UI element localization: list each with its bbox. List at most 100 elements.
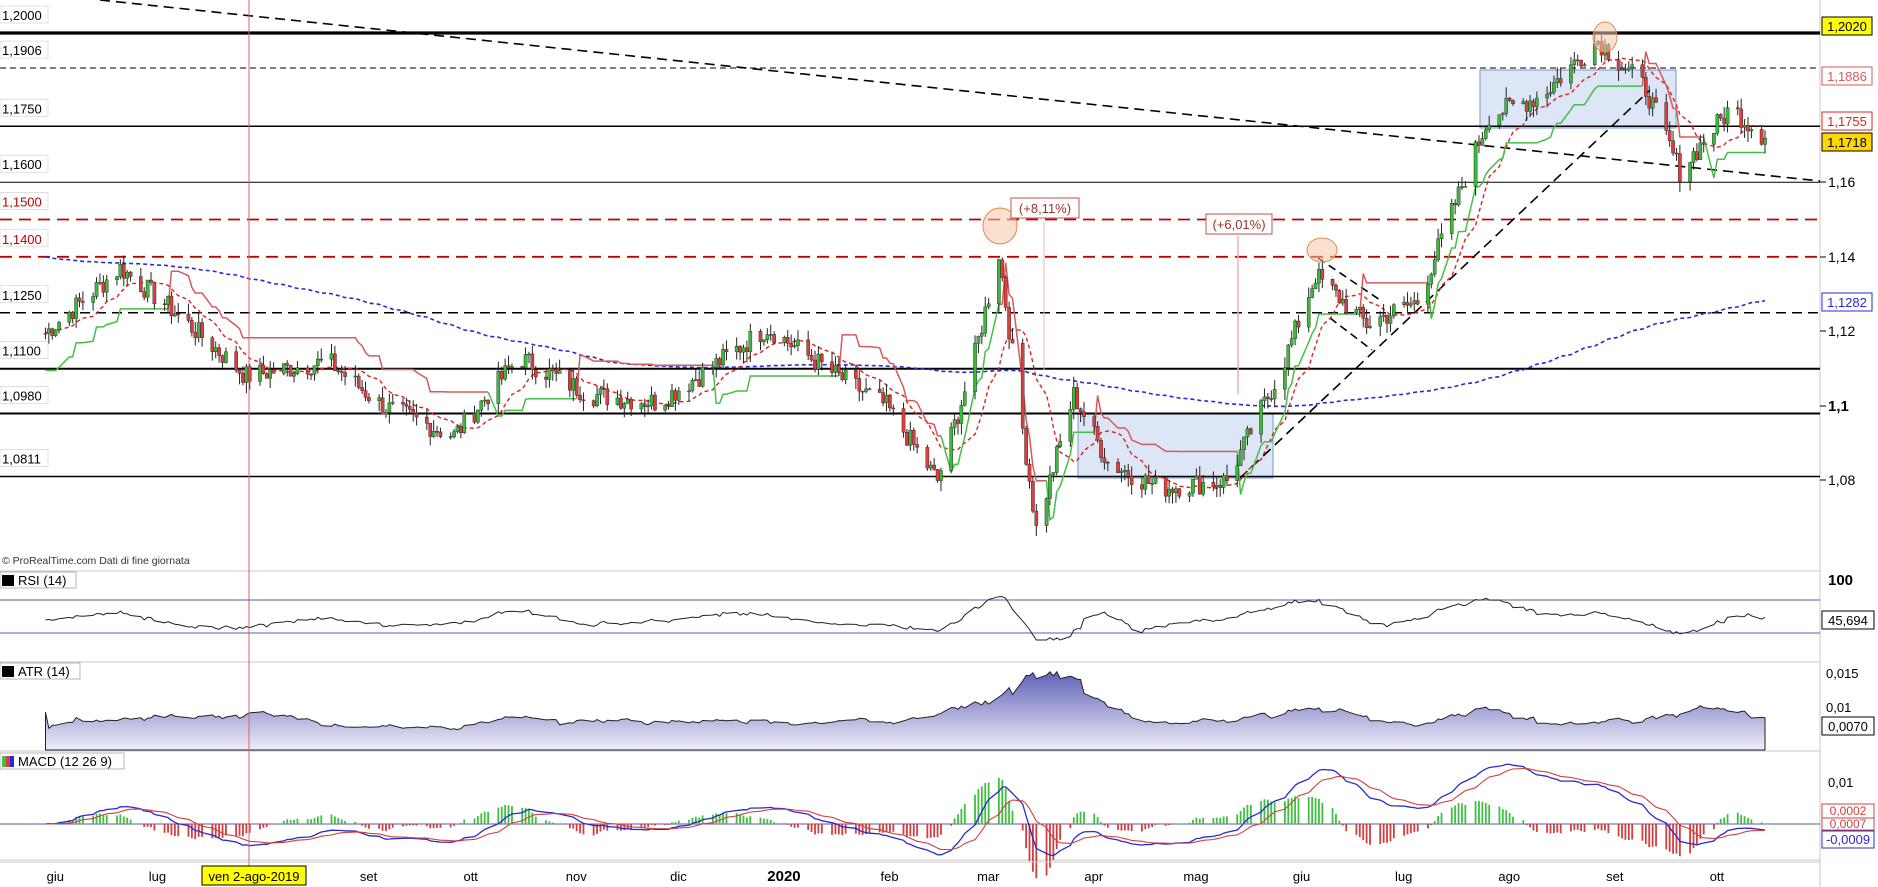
- macd-bar: [664, 824, 667, 826]
- candle-body: [1306, 297, 1311, 328]
- trailing-stop-green: [45, 85, 1765, 522]
- x-axis-label-2020: 2020: [767, 868, 800, 885]
- candle-body: [499, 371, 504, 380]
- macd-bar: [1392, 824, 1395, 839]
- macd-bar: [1386, 824, 1388, 843]
- macd-bar: [950, 824, 953, 826]
- macd-bar: [408, 824, 411, 826]
- axis-tick-108: 1,08: [1828, 472, 1855, 488]
- x-axis-label-nov: nov: [566, 869, 587, 884]
- macd-bar: [1600, 824, 1603, 831]
- candle-body: [115, 276, 119, 281]
- candle-body: [343, 372, 347, 377]
- macd-bar: [1215, 817, 1218, 824]
- candle-body: [1262, 396, 1267, 401]
- candle-body: [1163, 477, 1168, 497]
- candle-body: [1116, 462, 1120, 473]
- macd-bar: [497, 807, 500, 824]
- macd-bar: [449, 824, 452, 828]
- macd-bar: [766, 819, 769, 824]
- candle-body: [1722, 117, 1726, 125]
- macd-bar: [1593, 824, 1596, 830]
- candle-body: [196, 322, 201, 338]
- macd-bar: [773, 822, 776, 824]
- candle-body: [854, 370, 858, 379]
- x-axis-label-ott: ott: [463, 869, 478, 884]
- candle-body: [173, 313, 177, 317]
- macd-bar: [640, 824, 643, 829]
- macd-bar: [1117, 824, 1119, 830]
- macd-bar: [534, 816, 537, 824]
- candle-body: [1439, 233, 1444, 240]
- macd-bar: [620, 824, 622, 831]
- candle-body: [935, 469, 940, 481]
- macd-bar: [439, 824, 442, 828]
- candle-body: [557, 370, 562, 374]
- candle-body: [1099, 440, 1103, 459]
- candle-body: [908, 430, 913, 446]
- macd-bar: [865, 824, 867, 835]
- candle-body: [363, 390, 368, 398]
- macd-bar: [1283, 801, 1286, 824]
- candle-body: [1381, 314, 1386, 317]
- axis-tick-114: 1,14: [1828, 249, 1855, 265]
- candle-body: [973, 343, 977, 393]
- candle-body: [169, 295, 174, 317]
- candle-body: [1429, 273, 1434, 285]
- level-label-box-2: [0, 98, 49, 117]
- macd-bar: [916, 824, 919, 837]
- candle-body: [1385, 314, 1389, 324]
- macd-bar: [807, 824, 810, 830]
- macd-bar: [623, 824, 626, 831]
- candle-body: [1266, 396, 1270, 399]
- candle-body: [1146, 475, 1151, 485]
- macd-bar: [671, 822, 673, 824]
- candle-body: [1507, 97, 1512, 101]
- macd-bar: [831, 824, 833, 835]
- candle-body: [700, 367, 705, 387]
- atr-panel: ATR (14) 0,015 0,01 0,0070: [0, 662, 1875, 751]
- macd-bar: [1747, 818, 1749, 824]
- macd-bar: [507, 805, 510, 824]
- candle-body: [43, 332, 48, 335]
- macd-bar: [1341, 824, 1344, 826]
- candle-body: [1718, 114, 1723, 119]
- macd-bar: [1488, 804, 1491, 824]
- cursor-date-label[interactable]: ven 2-ago-2019: [201, 865, 307, 886]
- candle-body: [1095, 426, 1100, 441]
- candle-body: [591, 400, 596, 407]
- rsi-panel: RSI (14) 100 45,694: [0, 571, 1875, 641]
- candle-body: [367, 397, 371, 401]
- macd-bar: [201, 824, 203, 837]
- candle-body: [70, 311, 75, 319]
- candle-body: [1358, 306, 1362, 310]
- macd-bar: [487, 811, 490, 824]
- candle-body: [1674, 152, 1679, 155]
- level-label-box-9: [0, 449, 49, 467]
- macd-bar: [674, 822, 677, 824]
- candle-body: [670, 390, 674, 407]
- candle-body: [1249, 428, 1253, 435]
- macd-bar: [1464, 804, 1467, 824]
- right-axis: 1,16 1,14 1,12 1,1 1,08: [1820, 174, 1855, 488]
- candle-body: [452, 431, 456, 438]
- candle-body: [285, 363, 290, 366]
- candle-body: [448, 436, 453, 438]
- macd-bar: [1699, 824, 1702, 839]
- macd-bar: [1100, 821, 1102, 824]
- candle-body: [1497, 114, 1502, 126]
- macd-bar: [654, 824, 656, 826]
- candle-body: [1698, 142, 1703, 160]
- macd-bar: [1338, 820, 1341, 824]
- highlight-circle-sep: [1592, 21, 1618, 53]
- macd-bar: [1362, 824, 1365, 841]
- macd-bar: [1382, 824, 1385, 843]
- macd-bar: [1379, 824, 1382, 844]
- candle-body: [1140, 484, 1144, 490]
- candle-body: [622, 403, 627, 409]
- level-label-box-8: [0, 386, 49, 404]
- candle-body: [745, 347, 749, 352]
- macd-bar: [316, 816, 319, 824]
- macd-bar: [459, 822, 462, 824]
